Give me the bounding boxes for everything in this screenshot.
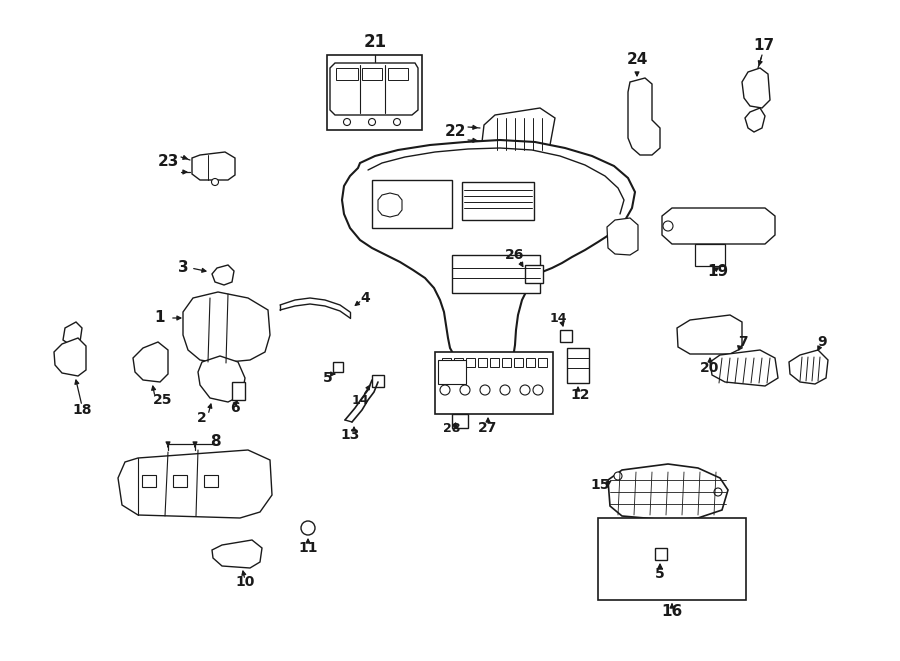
Bar <box>695 244 725 266</box>
Polygon shape <box>198 356 245 402</box>
Bar <box>452 255 540 293</box>
Text: 18: 18 <box>72 403 92 417</box>
Polygon shape <box>677 315 742 354</box>
Text: 16: 16 <box>662 605 682 619</box>
Polygon shape <box>212 265 234 285</box>
Circle shape <box>460 385 470 395</box>
Circle shape <box>533 385 543 395</box>
Text: 21: 21 <box>364 33 387 51</box>
Text: 17: 17 <box>753 38 775 52</box>
Text: 24: 24 <box>626 52 648 67</box>
Bar <box>490 358 499 367</box>
Circle shape <box>393 118 400 126</box>
Circle shape <box>301 521 315 535</box>
Bar <box>454 358 463 367</box>
Polygon shape <box>710 350 778 386</box>
Circle shape <box>714 488 722 496</box>
Bar <box>173 475 187 487</box>
Bar <box>466 358 475 367</box>
Text: 26: 26 <box>505 248 525 262</box>
Text: 4: 4 <box>360 291 370 305</box>
Polygon shape <box>192 152 235 180</box>
Bar <box>438 360 466 384</box>
Text: 14: 14 <box>351 393 369 407</box>
Bar <box>478 358 487 367</box>
Polygon shape <box>628 78 660 155</box>
Polygon shape <box>63 322 82 346</box>
Bar <box>442 358 451 367</box>
Text: 5: 5 <box>655 567 665 581</box>
Circle shape <box>344 118 350 126</box>
Polygon shape <box>212 540 262 568</box>
Bar <box>598 518 746 600</box>
Bar <box>142 475 156 487</box>
Text: 27: 27 <box>478 421 498 435</box>
Text: 15: 15 <box>590 478 610 492</box>
Bar <box>567 348 589 383</box>
Polygon shape <box>482 108 555 152</box>
Polygon shape <box>607 218 638 255</box>
Bar <box>560 330 572 342</box>
Bar <box>372 180 452 228</box>
Bar <box>362 68 382 80</box>
Bar <box>462 182 534 220</box>
Text: 22: 22 <box>445 124 466 139</box>
Circle shape <box>663 221 673 231</box>
Circle shape <box>500 385 510 395</box>
Text: 10: 10 <box>235 575 255 589</box>
Bar <box>327 55 422 130</box>
Bar <box>502 358 511 367</box>
Polygon shape <box>378 193 402 217</box>
Text: 12: 12 <box>571 388 590 402</box>
Circle shape <box>496 151 502 159</box>
Circle shape <box>440 385 450 395</box>
Text: 6: 6 <box>230 401 239 415</box>
Polygon shape <box>608 464 728 520</box>
Bar <box>232 382 245 400</box>
Text: 14: 14 <box>549 311 567 325</box>
Circle shape <box>368 118 375 126</box>
Circle shape <box>212 178 219 186</box>
Polygon shape <box>54 338 86 376</box>
Text: 2: 2 <box>197 411 207 425</box>
Text: 13: 13 <box>340 428 360 442</box>
Text: 1: 1 <box>155 311 166 325</box>
Bar <box>538 358 547 367</box>
Polygon shape <box>183 292 270 363</box>
Bar <box>372 375 384 387</box>
Polygon shape <box>745 108 765 132</box>
Polygon shape <box>742 68 770 108</box>
Polygon shape <box>342 140 635 372</box>
Bar <box>514 358 523 367</box>
Polygon shape <box>118 450 272 518</box>
Bar <box>333 362 343 372</box>
Bar <box>388 68 408 80</box>
Text: 8: 8 <box>210 434 220 449</box>
Polygon shape <box>133 342 168 382</box>
Circle shape <box>480 385 490 395</box>
Text: 11: 11 <box>298 541 318 555</box>
Bar <box>452 414 468 428</box>
Text: 19: 19 <box>707 264 729 280</box>
Text: 9: 9 <box>817 335 827 349</box>
Bar <box>655 548 667 560</box>
Circle shape <box>614 472 622 480</box>
Bar <box>435 352 553 414</box>
Text: 23: 23 <box>158 155 179 169</box>
Bar <box>204 475 218 487</box>
Text: 25: 25 <box>153 393 173 407</box>
Text: 7: 7 <box>738 335 748 349</box>
Text: 28: 28 <box>444 422 461 434</box>
Text: 3: 3 <box>177 260 188 276</box>
Text: 20: 20 <box>700 361 720 375</box>
Polygon shape <box>789 350 828 384</box>
Polygon shape <box>662 208 775 244</box>
Bar <box>336 68 358 80</box>
Circle shape <box>520 385 530 395</box>
Bar <box>526 358 535 367</box>
Polygon shape <box>330 63 418 115</box>
Bar <box>525 265 543 283</box>
Text: 5: 5 <box>323 371 333 385</box>
